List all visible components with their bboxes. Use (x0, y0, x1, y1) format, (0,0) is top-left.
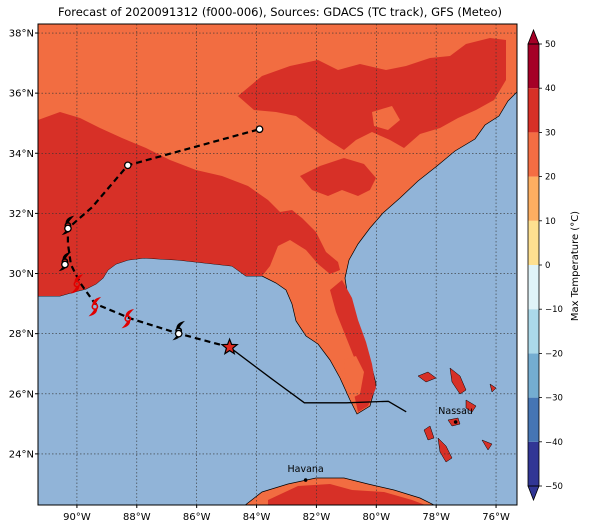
colorbar-extend-min (527, 485, 540, 502)
current-position-star (220, 337, 239, 355)
tick-label-lon: 90°W (63, 512, 91, 523)
colorbar-extend-max (527, 28, 540, 45)
track-past-line (229, 346, 407, 413)
colorbar-tick-label: −10 (545, 305, 563, 315)
warm-zone-south-florida (344, 356, 364, 398)
storm-arm-top (65, 215, 75, 224)
tick-label-lon: 86°W (183, 512, 211, 523)
colorbar-tick-label: 10 (545, 217, 556, 227)
storm-arm-bottom (88, 308, 98, 317)
hurricane-symbol-red (121, 308, 135, 329)
colorbar-segment (528, 44, 539, 89)
tick-label-lat: 28°N (9, 329, 34, 340)
track-point (64, 224, 72, 233)
tick-label-lon: 88°W (123, 512, 151, 523)
city-marker (303, 478, 308, 482)
colorbar-tick-label: 50 (545, 40, 556, 50)
colorbar-tick-label: 40 (545, 84, 556, 94)
tick-label-lon: 80°W (362, 512, 390, 523)
storm-arm-bottom (121, 320, 131, 329)
colorbar-segment (528, 397, 539, 442)
hot-zone-cuba (268, 484, 426, 505)
tick-label-lon: 78°W (422, 512, 450, 523)
tick-label-lat: 38°N (9, 29, 34, 40)
track-forecast-line (66, 128, 260, 349)
storm-arm-top (92, 296, 102, 305)
tick-label-lat: 26°N (9, 389, 34, 400)
colorbar-tick-label: −40 (545, 438, 563, 448)
hurricane-symbol-red (70, 274, 84, 294)
bahamas-islands (417, 367, 497, 463)
map-grid (38, 24, 517, 505)
colorbar-segment (528, 220, 539, 265)
map-title: Forecast of 2020091312 (f000-006), Sourc… (58, 5, 502, 19)
city-markers: Havana Nassau (288, 406, 473, 482)
storm-arm-top (125, 308, 135, 317)
colorbar-tick-label: −50 (545, 482, 563, 492)
hot-zone-florida (330, 280, 376, 412)
hot-zone-gulf-coast (38, 112, 340, 296)
colorbar-tick-label: 0 (545, 261, 550, 271)
colorbar-tick-label: 20 (545, 173, 556, 183)
colorbar-tick-label: −20 (545, 349, 563, 359)
storm-track (58, 125, 407, 413)
hot-zone-georgia (300, 158, 376, 196)
tick-label-lat: 36°N (9, 89, 34, 100)
storm-arm-top (74, 274, 84, 283)
city-marker (453, 420, 458, 424)
colorbar-segment (528, 132, 539, 177)
tick-label-lat: 34°N (9, 149, 34, 160)
colorbar-segment (528, 265, 539, 310)
tick-label-lat: 32°N (9, 209, 34, 220)
hot-zone-carolinas (238, 38, 506, 150)
colorbar-segment (528, 309, 539, 354)
city-label: Havana (288, 464, 324, 475)
colorbar-segment (528, 441, 539, 486)
track-point (61, 260, 69, 269)
track-point (255, 125, 264, 134)
colorbar: −50 −40 −30 −20 −10 0 10 20 30 40 50 (527, 28, 563, 502)
cool-zone-appalachians (372, 106, 400, 130)
tick-label-lat: 30°N (9, 269, 34, 280)
colorbar-segment (528, 353, 539, 398)
colorbar-segment (528, 88, 539, 133)
tick-label-lon: 76°W (482, 512, 510, 523)
tick-label-lon: 82°W (303, 512, 331, 523)
storm-arm-top (62, 251, 72, 260)
track-point (174, 329, 183, 338)
city-label: Nassau (438, 406, 473, 417)
hurricane-symbol-red (88, 296, 102, 317)
tick-label-lat: 24°N (9, 449, 34, 460)
colorbar-label: Max Temperature (°C) (570, 211, 581, 321)
storm-arm-bottom (70, 286, 80, 294)
colorbar-tick-label: 30 (545, 128, 556, 138)
colorbar-segment (528, 176, 539, 221)
storm-arm-top (176, 320, 186, 329)
colorbar-tick-label: −30 (545, 394, 563, 404)
track-point (123, 161, 132, 170)
map-frame (37, 23, 518, 506)
tick-label-lon: 84°W (243, 512, 271, 523)
axis-ticks: 90°W 88°W 86°W 84°W 82°W 80°W 78°W 76°W 24°N 26°N… (9, 29, 510, 523)
